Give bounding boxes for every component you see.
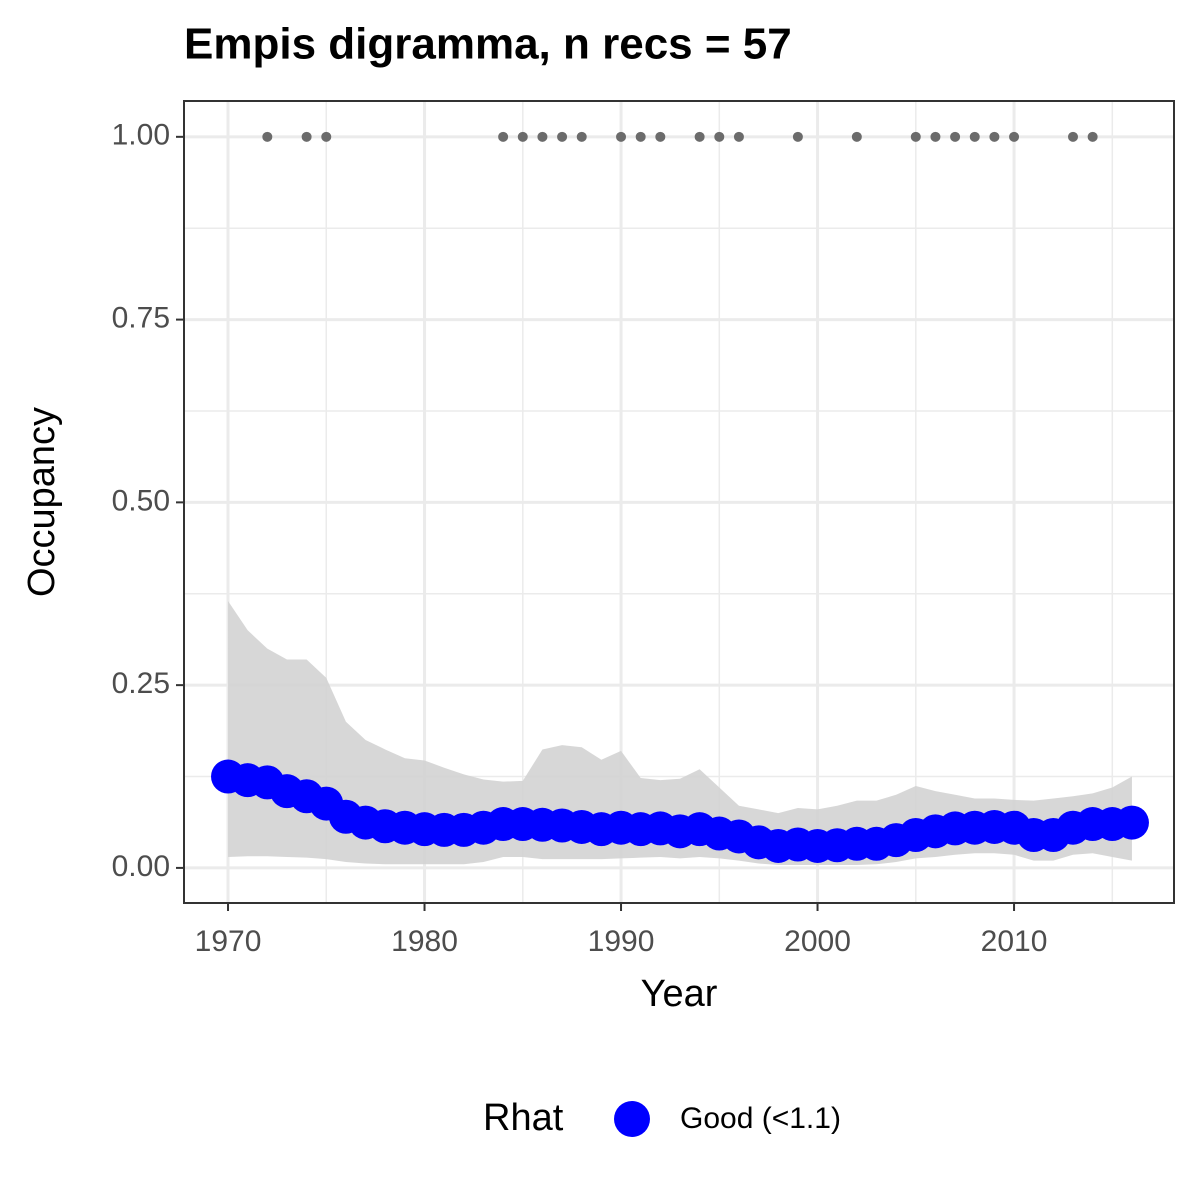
x-tick-label: 1980 <box>391 925 458 958</box>
record-point <box>537 131 548 142</box>
y-tick-label: 0.75 <box>112 302 170 335</box>
x-tick-label: 1970 <box>195 925 262 958</box>
y-tick-label: 0.50 <box>112 484 170 517</box>
x-tick-label: 1990 <box>588 925 655 958</box>
chart-title: Empis digramma, n recs = 57 <box>184 20 792 69</box>
panel-border <box>183 100 1175 904</box>
record-point <box>733 131 744 142</box>
record-point <box>694 131 705 142</box>
record-point <box>851 131 862 142</box>
x-tick-label: 2000 <box>784 925 851 958</box>
credible-interval <box>228 601 1132 865</box>
record-point <box>635 131 646 142</box>
record-point <box>1087 131 1098 142</box>
record-point <box>1067 131 1078 142</box>
record-point <box>989 131 1000 142</box>
legend-label: Good (<1.1) <box>680 1102 841 1135</box>
occupancy-point <box>1114 805 1149 840</box>
y-tick-label: 1.00 <box>112 119 170 152</box>
y-tick-label: 0.25 <box>112 667 170 700</box>
record-point <box>969 131 980 142</box>
record-point <box>792 131 803 142</box>
legend-swatch <box>614 1101 650 1137</box>
x-axis-title: Year <box>641 973 718 1015</box>
record-point <box>1009 131 1020 142</box>
y-tick-label: 0.00 <box>112 850 170 883</box>
record-point <box>655 131 666 142</box>
legend-title: Rhat <box>483 1097 564 1139</box>
record-point <box>910 131 921 142</box>
record-point <box>714 131 725 142</box>
record-point <box>517 131 528 142</box>
record-point <box>321 131 332 142</box>
record-point <box>498 131 509 142</box>
x-tick-label: 2010 <box>981 925 1048 958</box>
y-axis-title: Occupancy <box>21 407 63 597</box>
record-point <box>557 131 568 142</box>
record-point <box>301 131 312 142</box>
record-point <box>950 131 961 142</box>
record-point <box>616 131 627 142</box>
record-point <box>930 131 941 142</box>
record-point <box>262 131 273 142</box>
record-point <box>576 131 587 142</box>
